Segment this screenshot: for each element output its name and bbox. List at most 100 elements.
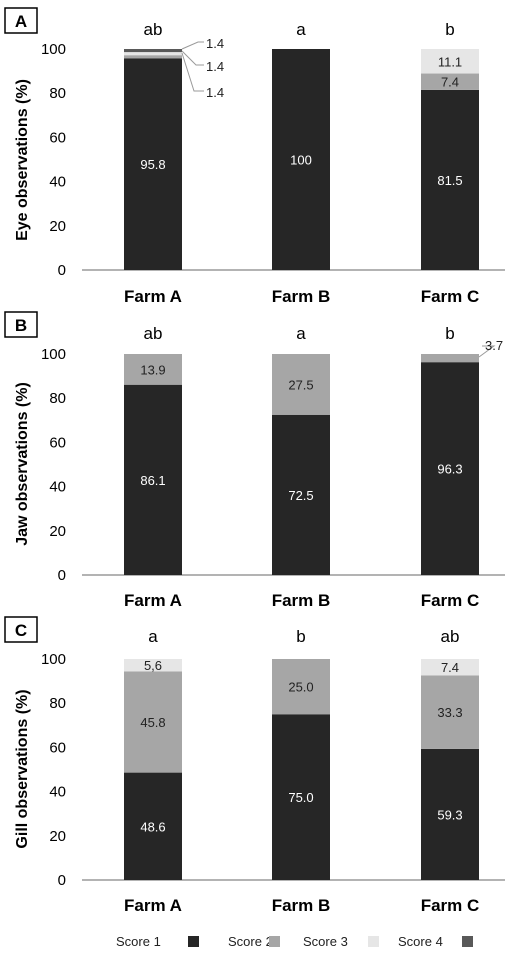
bar-segment <box>124 659 182 672</box>
y-tick-label: 20 <box>49 523 66 540</box>
y-axis-label: Gill observations (%) <box>14 689 31 848</box>
bar-segment <box>272 414 330 575</box>
y-tick-label: 60 <box>49 129 66 146</box>
data-label: 96.3 <box>437 462 462 477</box>
x-tick-label: Farm A <box>124 287 182 306</box>
callout-label: 3.7 <box>485 338 503 353</box>
data-label: 59.3 <box>437 807 462 822</box>
legend-label: Score 4 <box>398 934 443 949</box>
bar-segment <box>272 659 330 715</box>
callout-label: 1.4 <box>206 59 224 74</box>
y-axis-label: Eye observations (%) <box>14 79 31 241</box>
data-label: 95.8 <box>140 157 165 172</box>
y-tick-label: 80 <box>49 390 66 407</box>
significance-letter: ab <box>441 627 460 646</box>
bar-segment <box>421 748 479 880</box>
panel-letter: B <box>15 316 27 335</box>
significance-letter: a <box>296 20 306 39</box>
panel-gill: C Gill observations (%) 0 20 40 60 80 100 48.6 45… <box>4 616 505 915</box>
y-tick-label: 40 <box>49 479 66 496</box>
y-tick-label: 60 <box>49 739 66 756</box>
significance-letter: a <box>296 324 306 343</box>
y-tick-label: 40 <box>49 784 66 801</box>
bar-segment <box>421 49 479 74</box>
significance-letter: a <box>148 627 158 646</box>
panel-letter: A <box>15 12 27 31</box>
data-label: 75.0 <box>288 790 313 805</box>
data-label: 81.5 <box>437 173 462 188</box>
legend-swatch <box>269 936 280 947</box>
data-label: 7.4 <box>441 660 459 675</box>
legend-label: Score 1 <box>116 934 161 949</box>
significance-letter: b <box>445 20 454 39</box>
bar-segment <box>421 354 479 363</box>
bar-segment <box>421 89 479 270</box>
y-tick-label: 40 <box>49 174 66 191</box>
x-tick-label: Farm A <box>124 591 182 610</box>
panel-letter: C <box>15 621 27 640</box>
data-label: 13.9 <box>140 362 165 377</box>
callout-leader-line <box>181 41 204 50</box>
data-label: 25.0 <box>288 680 313 695</box>
panel-jaw: B Jaw observations (%) 0 20 40 60 80 100 86.1 13.… <box>4 311 505 610</box>
bar-segment <box>124 384 182 575</box>
significance-letter: b <box>445 324 454 343</box>
legend: Score 1 Score 2 Score 3 Score 4 <box>116 934 473 949</box>
y-tick-label: 100 <box>41 651 66 668</box>
y-tick-label: 60 <box>49 434 66 451</box>
y-tick-label: 0 <box>58 262 66 279</box>
panel-letter-box <box>4 7 38 34</box>
data-label: 100 <box>290 153 312 168</box>
bar-segment <box>124 58 182 271</box>
panel-letter-box <box>4 616 38 643</box>
panel-eye: A Eye observations (%) 0 20 40 60 80 100 95.8 Far… <box>4 7 505 306</box>
data-label: 27.5 <box>288 377 313 392</box>
bar-segment <box>124 49 182 53</box>
data-label: 86.1 <box>140 473 165 488</box>
significance-letter: ab <box>144 20 163 39</box>
data-label: 5,6 <box>144 658 162 673</box>
legend-label: Score 3 <box>303 934 348 949</box>
callout-leader-line <box>478 345 496 358</box>
significance-letter: b <box>296 627 305 646</box>
x-tick-label: Farm C <box>421 287 480 306</box>
legend-swatch <box>368 936 379 947</box>
x-tick-label: Farm A <box>124 896 182 915</box>
bar-segment <box>421 362 479 575</box>
bar-segment <box>124 52 182 56</box>
data-label: 11.1 <box>438 54 462 69</box>
x-tick-label: Farm C <box>421 896 480 915</box>
bar-segment <box>124 772 182 880</box>
y-tick-label: 100 <box>41 41 66 58</box>
legend-swatch <box>188 936 199 947</box>
bar-segment <box>421 73 479 90</box>
bar-segment <box>272 714 330 880</box>
legend-label: Score 2 <box>228 934 273 949</box>
x-tick-label: Farm B <box>272 287 331 306</box>
x-tick-label: Farm B <box>272 896 331 915</box>
data-label: 48.6 <box>140 819 165 834</box>
data-label: 33.3 <box>437 705 462 720</box>
y-tick-label: 20 <box>49 828 66 845</box>
bar-segment <box>421 659 479 676</box>
x-tick-label: Farm C <box>421 591 480 610</box>
data-label: 45.8 <box>140 715 165 730</box>
x-tick-label: Farm B <box>272 591 331 610</box>
y-tick-label: 20 <box>49 218 66 235</box>
y-tick-label: 0 <box>58 872 66 889</box>
callout-leader-line <box>181 50 204 66</box>
panel-letter-box <box>4 311 38 338</box>
y-tick-label: 0 <box>58 567 66 584</box>
y-tick-label: 80 <box>49 695 66 712</box>
callout-label: 1.4 <box>206 85 224 100</box>
bar-segment <box>124 354 182 385</box>
data-label: 72.5 <box>288 488 313 503</box>
bar-segment <box>124 55 182 59</box>
callout-leader-line <box>181 52 204 92</box>
bar-segment <box>421 675 479 749</box>
y-tick-label: 80 <box>49 85 66 102</box>
callout-label: 1.4 <box>206 36 224 51</box>
significance-letter: ab <box>144 324 163 343</box>
